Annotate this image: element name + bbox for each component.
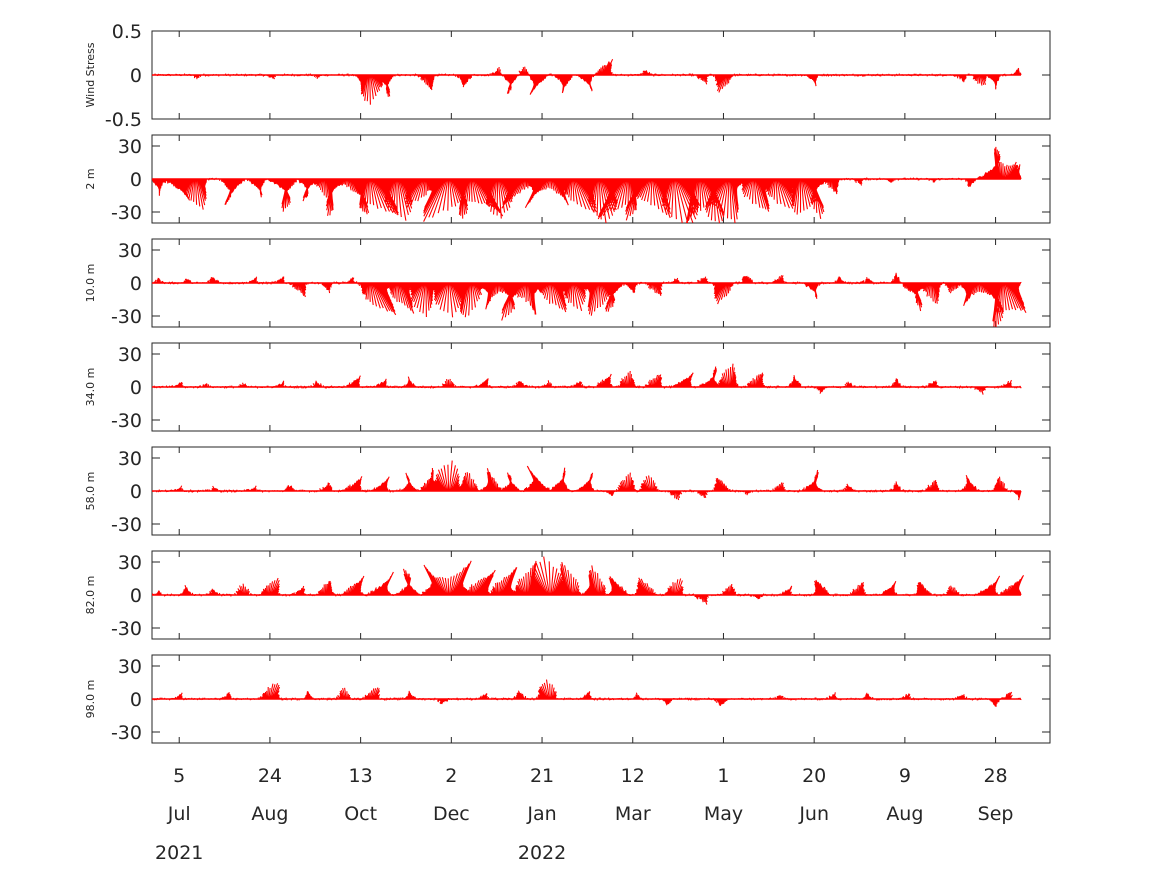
panel-6: 30 0 -30 98.0 m <box>84 654 1051 744</box>
panel-ylabel: Wind Stress <box>84 42 97 107</box>
xtick-month-label: Jul <box>167 803 191 825</box>
xtick-day-label: 28 <box>983 765 1007 787</box>
xtick-day-label: 12 <box>621 765 645 787</box>
panel-ylabel: 10.0 m <box>84 264 97 303</box>
ytick-label: 30 <box>118 344 142 366</box>
xtick-day-label: 24 <box>258 765 282 787</box>
xtick-month-label: Oct <box>344 803 377 825</box>
ytick-label: 0.5 <box>112 21 142 43</box>
xtick-month-label: Dec <box>433 803 470 825</box>
xtick-month-label: Aug <box>886 803 923 825</box>
panel-3: 30 0 -30 34.0 m <box>84 342 1051 432</box>
panels: 0.5 0 -0.5 Wind Stress 30 0 -30 2 m 30 0 -30 10.0 m… <box>84 21 1051 744</box>
stick-series <box>152 58 1022 105</box>
stick-series <box>152 363 1022 395</box>
xtick-day-label: 1 <box>717 765 729 787</box>
ytick-label: 30 <box>118 136 142 158</box>
ytick-label: 30 <box>118 656 142 678</box>
stick-vectors <box>152 679 1022 707</box>
xtick-month-label: Jan <box>526 803 556 825</box>
stick-series <box>152 146 1022 223</box>
stick-vectors <box>152 146 1022 223</box>
panel-5: 30 0 -30 82.0 m <box>84 550 1051 640</box>
ytick-label: -30 <box>111 514 142 536</box>
xtick-month-label: Jun <box>798 803 829 825</box>
xtick-year-label: 2022 <box>518 842 566 864</box>
xtick-month-label: Mar <box>615 803 651 825</box>
ytick-label: 0 <box>130 169 142 191</box>
panel-ylabel: 58.0 m <box>84 472 97 511</box>
panel-ylabel: 2 m <box>84 168 97 189</box>
stick-series <box>152 556 1024 605</box>
ytick-label: 0 <box>130 377 142 399</box>
panel-1: 30 0 -30 2 m <box>84 134 1051 224</box>
panel-ylabel: 98.0 m <box>84 680 97 719</box>
ytick-label: 30 <box>118 240 142 262</box>
ytick-label: 0 <box>130 585 142 607</box>
time-axis: 5 Jul 24 Aug 13 Oct 2 Dec 21 Jan 12 Mar 1 May 20 Jun 9 Au… <box>155 765 1013 864</box>
panel-ylabel: 34.0 m <box>84 368 97 407</box>
xtick-day-label: 20 <box>802 765 826 787</box>
ytick-label: 0 <box>130 481 142 503</box>
stick-vectors <box>152 556 1024 605</box>
xtick-month-label: Aug <box>251 803 288 825</box>
ytick-label: 30 <box>118 448 142 470</box>
ytick-label: -30 <box>111 618 142 640</box>
ytick-label: -30 <box>111 722 142 744</box>
xtick-year-label: 2021 <box>155 842 203 864</box>
xtick-day-label: 5 <box>173 765 185 787</box>
ytick-label: -0.5 <box>105 109 142 131</box>
ytick-label: 0 <box>130 65 142 87</box>
stick-vectors <box>152 363 1022 395</box>
xtick-day-label: 2 <box>445 765 457 787</box>
panel-2: 30 0 -30 10.0 m <box>84 238 1051 328</box>
xtick-day-label: 21 <box>530 765 554 787</box>
panel-ylabel: 82.0 m <box>84 576 97 615</box>
ytick-label: -30 <box>111 202 142 224</box>
panel-4: 30 0 -30 58.0 m <box>84 446 1051 536</box>
ytick-label: -30 <box>111 306 142 328</box>
ytick-label: -30 <box>111 410 142 432</box>
stick-vectors <box>152 272 1027 327</box>
xtick-day-label: 13 <box>349 765 373 787</box>
panel-0: 0.5 0 -0.5 Wind Stress <box>84 21 1051 131</box>
ytick-label: 0 <box>130 273 142 295</box>
xtick-month-label: May <box>704 803 743 825</box>
stick-series <box>152 272 1027 327</box>
ytick-label: 0 <box>130 689 142 711</box>
stick-series <box>152 460 1022 501</box>
ytick-label: 30 <box>118 552 142 574</box>
stick-series <box>152 679 1022 707</box>
xtick-day-label: 9 <box>899 765 911 787</box>
stick-vectors <box>152 460 1022 501</box>
xtick-month-label: Sep <box>978 803 1014 825</box>
stick-vectors <box>152 58 1022 105</box>
